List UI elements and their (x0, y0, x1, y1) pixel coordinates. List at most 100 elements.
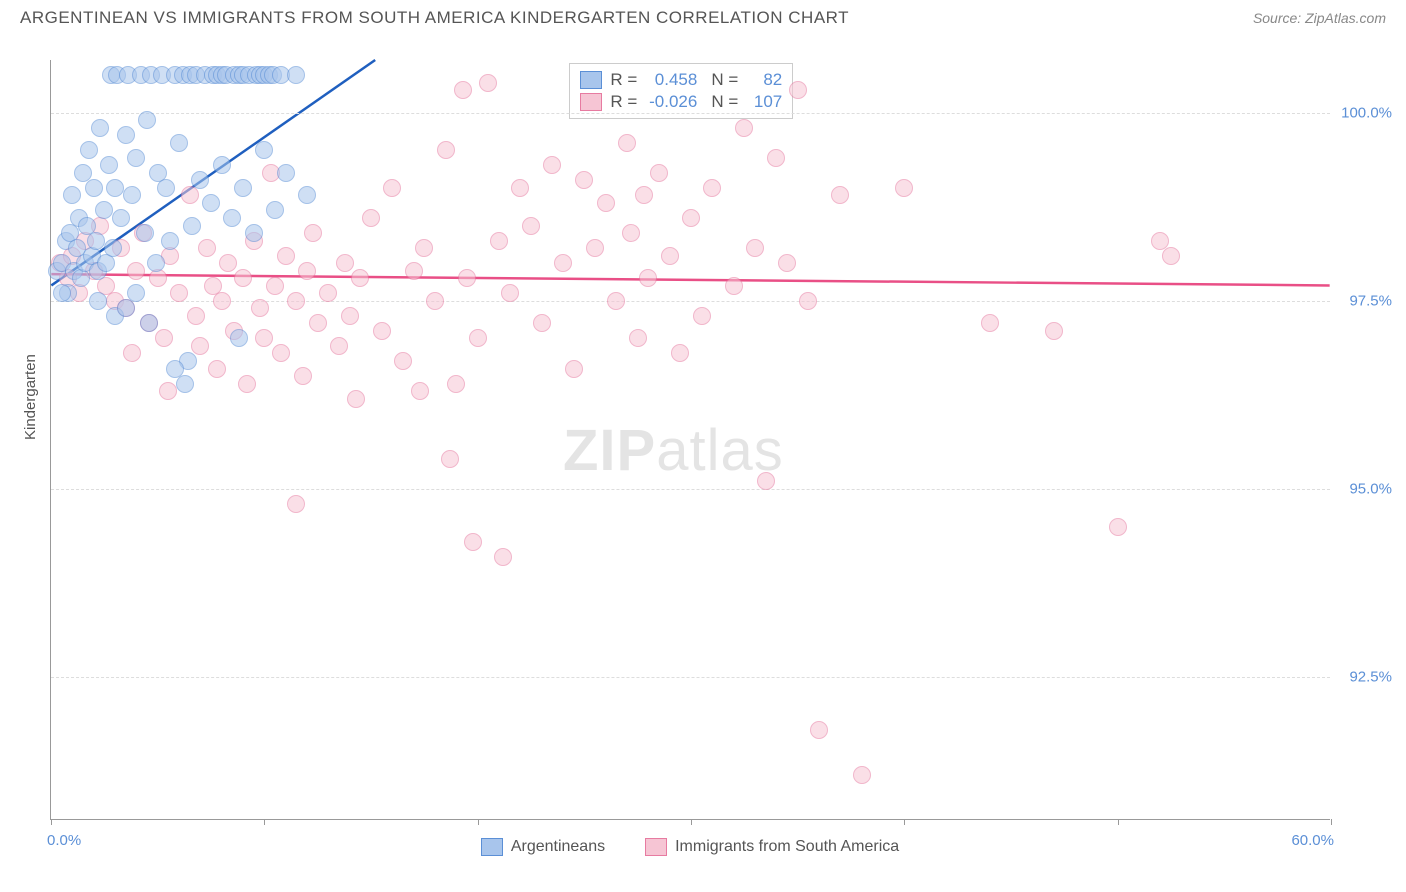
stats-row: R = -0.026 N = 107 (580, 92, 782, 112)
data-point (127, 149, 145, 167)
data-point (533, 314, 551, 332)
data-point (255, 141, 273, 159)
data-point (117, 126, 135, 144)
data-point (479, 74, 497, 92)
data-point (441, 450, 459, 468)
data-point (703, 179, 721, 197)
data-point (575, 171, 593, 189)
scatter-plot-area: ZIPatlas R =0.458N =82R =-0.026N =107 0.… (50, 60, 1330, 820)
data-point (682, 209, 700, 227)
data-point (522, 217, 540, 235)
data-point (112, 209, 130, 227)
data-point (234, 269, 252, 287)
data-point (586, 239, 604, 257)
data-point (394, 352, 412, 370)
r-value: 0.458 (645, 70, 697, 90)
n-value: 107 (746, 92, 782, 112)
gridline-h (51, 301, 1330, 302)
series-swatch (580, 93, 602, 111)
data-point (447, 375, 465, 393)
data-point (287, 292, 305, 310)
data-point (831, 186, 849, 204)
data-point (767, 149, 785, 167)
n-value: 82 (746, 70, 782, 90)
data-point (181, 186, 199, 204)
data-point (63, 186, 81, 204)
data-point (294, 367, 312, 385)
data-point (255, 329, 273, 347)
data-point (230, 329, 248, 347)
data-point (234, 179, 252, 197)
data-point (138, 111, 156, 129)
data-point (426, 292, 444, 310)
data-point (198, 239, 216, 257)
data-point (757, 472, 775, 490)
data-point (298, 186, 316, 204)
data-point (789, 81, 807, 99)
data-point (277, 164, 295, 182)
data-point (304, 224, 322, 242)
x-tick (51, 819, 52, 825)
y-axis-label: Kindergarten (22, 354, 39, 440)
data-point (635, 186, 653, 204)
data-point (183, 217, 201, 235)
data-point (411, 382, 429, 400)
data-point (501, 284, 519, 302)
data-point (155, 329, 173, 347)
data-point (362, 209, 380, 227)
data-point (661, 247, 679, 265)
data-point (725, 277, 743, 295)
data-point (272, 344, 290, 362)
data-point (607, 292, 625, 310)
data-point (405, 262, 423, 280)
data-point (1045, 322, 1063, 340)
data-point (251, 299, 269, 317)
data-point (89, 292, 107, 310)
data-point (778, 254, 796, 272)
data-point (895, 179, 913, 197)
data-point (298, 262, 316, 280)
data-point (191, 337, 209, 355)
legend-item: Immigrants from South America (645, 838, 899, 856)
data-point (136, 224, 154, 242)
regression-lines-layer (51, 60, 1330, 819)
data-point (170, 134, 188, 152)
legend-item: Argentineans (481, 838, 605, 856)
data-point (176, 375, 194, 393)
data-point (53, 284, 71, 302)
series-swatch (580, 71, 602, 89)
data-point (597, 194, 615, 212)
data-point (981, 314, 999, 332)
data-point (191, 171, 209, 189)
data-point (87, 232, 105, 250)
n-label: N = (711, 92, 738, 112)
y-tick-label: 92.5% (1349, 669, 1392, 686)
r-value: -0.026 (645, 92, 697, 112)
data-point (330, 337, 348, 355)
data-point (622, 224, 640, 242)
legend-swatch (481, 838, 503, 856)
data-point (693, 307, 711, 325)
data-point (565, 360, 583, 378)
r-label: R = (610, 92, 637, 112)
stats-row: R =0.458N =82 (580, 70, 782, 90)
gridline-h (51, 677, 1330, 678)
data-point (245, 224, 263, 242)
data-point (159, 382, 177, 400)
data-point (287, 66, 305, 84)
data-point (266, 277, 284, 295)
data-point (213, 292, 231, 310)
data-point (629, 329, 647, 347)
data-point (187, 307, 205, 325)
data-point (223, 209, 241, 227)
data-point (147, 254, 165, 272)
legend-label: Argentineans (511, 838, 605, 856)
data-point (157, 179, 175, 197)
y-tick-label: 100.0% (1341, 104, 1392, 121)
data-point (639, 269, 657, 287)
data-point (336, 254, 354, 272)
data-point (799, 292, 817, 310)
legend-label: Immigrants from South America (675, 838, 899, 856)
x-tick (478, 819, 479, 825)
legend-swatch (645, 838, 667, 856)
